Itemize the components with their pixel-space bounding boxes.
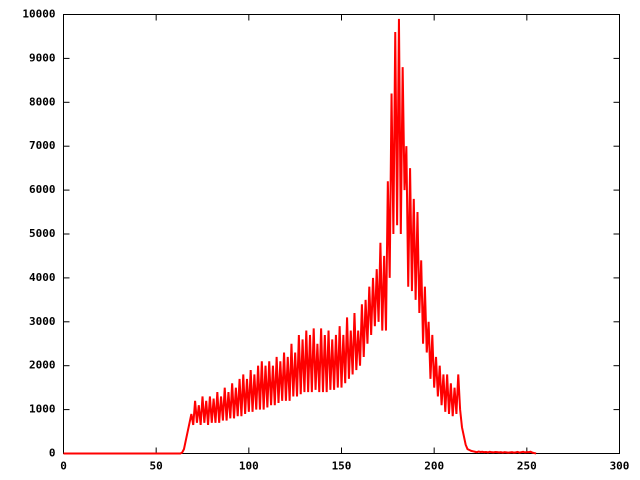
y-tick-label: 2000: [29, 359, 56, 372]
y-tick-label: 6000: [29, 183, 56, 196]
y-tick-label: 8000: [29, 95, 56, 108]
y-tick-label: 10000: [22, 8, 55, 21]
y-tick-label: 5000: [29, 227, 56, 240]
data-line: [63, 18, 537, 455]
y-tick-label: 1000: [29, 403, 56, 416]
y-tick-label: 4000: [29, 271, 56, 284]
y-tick-label: 3000: [29, 315, 56, 328]
x-tick-label: 0: [60, 460, 67, 473]
x-tick-label: 300: [610, 460, 630, 473]
x-tick-label: 100: [239, 460, 259, 473]
x-tick-label: 250: [517, 460, 537, 473]
y-tick-label: 0: [49, 447, 56, 460]
x-tick-label: 50: [150, 460, 163, 473]
y-tick-label: 7000: [29, 139, 56, 152]
x-tick-label: 150: [332, 460, 352, 473]
y-tick-label: 9000: [29, 51, 56, 64]
x-tick-label: 200: [424, 460, 444, 473]
